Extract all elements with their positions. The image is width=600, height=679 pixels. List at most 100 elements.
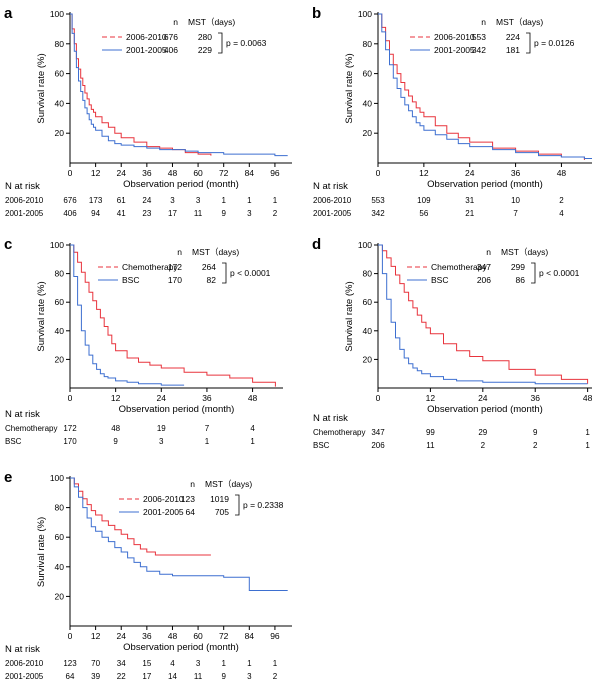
- legend-header-n: n: [173, 17, 178, 27]
- risk-count: 170: [63, 437, 77, 446]
- y-tick-label: 40: [55, 98, 65, 108]
- risk-count: 3: [159, 437, 164, 446]
- risk-count: 1: [221, 196, 226, 205]
- risk-row-label: 2006-2010: [313, 196, 352, 205]
- legend-header-mst: MST（days): [192, 247, 239, 257]
- risk-count: 3: [196, 659, 201, 668]
- x-tick-label: 36: [142, 631, 152, 641]
- y-tick-label: 80: [55, 39, 65, 49]
- x-tick-label: 0: [376, 168, 381, 178]
- x-tick-label: 36: [202, 393, 212, 403]
- panel-label: d: [312, 236, 321, 253]
- risk-count: 406: [63, 209, 77, 218]
- y-tick-label: 100: [50, 240, 64, 250]
- y-tick-label: 100: [358, 9, 372, 19]
- legend-series-n: 553: [472, 32, 486, 42]
- legend-series-n: 123: [181, 494, 195, 504]
- risk-count: 172: [63, 424, 77, 433]
- legend-series-n: 406: [164, 45, 178, 55]
- risk-count: 48: [111, 424, 120, 433]
- legend-series-name: Chemotherapy: [122, 262, 179, 272]
- x-tick-label: 24: [465, 168, 475, 178]
- y-axis-title: Survival rate (%): [36, 517, 47, 587]
- panel-c: c 20 40 60 80 100 0 12 24 36 48 Survival rate (%) Ob…: [4, 236, 283, 446]
- legend-series-name: BSC: [122, 275, 139, 285]
- risk-count: 173: [89, 196, 103, 205]
- x-tick-label: 36: [142, 168, 152, 178]
- risk-count: 342: [371, 209, 385, 218]
- risk-count: 56: [419, 209, 428, 218]
- risk-count: 23: [142, 209, 151, 218]
- x-tick-label: 48: [248, 393, 258, 403]
- risk-row-label: BSC: [313, 441, 330, 450]
- y-tick-label: 40: [55, 326, 65, 336]
- legend-series-n: 347: [477, 262, 491, 272]
- risk-count: 4: [170, 659, 175, 668]
- panel-label: b: [312, 5, 321, 22]
- y-tick-label: 20: [55, 354, 65, 364]
- risk-count: 24: [142, 196, 151, 205]
- risk-count: 29: [478, 428, 487, 437]
- survival-curve-blue: [70, 13, 288, 157]
- survival-curve-red: [378, 13, 585, 160]
- risk-count: 1: [585, 441, 590, 450]
- legend-header-mst: MST（days): [501, 247, 548, 257]
- legend-header-n: n: [481, 17, 486, 27]
- legend-series-name: Chemotherapy: [431, 262, 488, 272]
- x-tick-label: 48: [168, 631, 178, 641]
- risk-count: 15: [142, 659, 151, 668]
- y-axis-title: Survival rate (%): [36, 53, 47, 123]
- risk-count: 11: [194, 209, 203, 218]
- legend-series-n: 172: [168, 262, 182, 272]
- risk-count: 553: [371, 196, 385, 205]
- risk-count: 17: [142, 672, 151, 679]
- legend-series-mst: 86: [516, 275, 526, 285]
- y-tick-label: 60: [55, 532, 65, 542]
- y-axis-title: Survival rate (%): [344, 53, 355, 123]
- x-tick-label: 24: [157, 393, 167, 403]
- risk-count: 2: [559, 196, 564, 205]
- x-tick-label: 12: [91, 631, 101, 641]
- risk-count: 4: [559, 209, 564, 218]
- risk-count: 1: [247, 196, 252, 205]
- p-value: p = 0.0126: [534, 38, 575, 48]
- legend-series-name: 2006-2010: [434, 32, 475, 42]
- risk-count: 39: [91, 672, 100, 679]
- x-tick-label: 60: [193, 631, 203, 641]
- risk-count: 3: [170, 196, 175, 205]
- y-tick-label: 100: [358, 240, 372, 250]
- legend-series-mst: 264: [202, 262, 216, 272]
- p-value: p = 0.2338: [243, 500, 284, 510]
- legend-series-mst: 705: [215, 507, 229, 517]
- risk-count: 14: [168, 672, 177, 679]
- y-tick-label: 60: [55, 297, 65, 307]
- legend-series-name: 2001-2005: [434, 45, 475, 55]
- risk-count: 676: [63, 196, 77, 205]
- risk-count: 11: [194, 672, 203, 679]
- risk-count: 2: [533, 441, 538, 450]
- risk-count: 11: [426, 441, 435, 450]
- legend-series-n: 206: [477, 275, 491, 285]
- risk-count: 41: [117, 209, 126, 218]
- x-tick-label: 36: [530, 393, 540, 403]
- survival-curve-blue: [378, 13, 592, 159]
- legend-header-n: n: [486, 247, 491, 257]
- risk-count: 4: [250, 424, 255, 433]
- legend-header-mst: MST（days): [496, 17, 543, 27]
- risk-count: 9: [533, 428, 538, 437]
- x-tick-label: 84: [245, 631, 255, 641]
- legend-series-name: BSC: [431, 275, 448, 285]
- risk-table-title: N at risk: [5, 644, 40, 655]
- y-tick-label: 40: [363, 326, 373, 336]
- y-tick-label: 100: [50, 473, 64, 483]
- risk-table-title: N at risk: [5, 409, 40, 420]
- legend-series-n: 342: [472, 45, 486, 55]
- risk-table-title: N at risk: [313, 181, 348, 192]
- x-tick-label: 24: [116, 631, 126, 641]
- x-tick-label: 96: [270, 168, 280, 178]
- p-value-bracket: [222, 262, 227, 284]
- risk-count: 31: [465, 196, 474, 205]
